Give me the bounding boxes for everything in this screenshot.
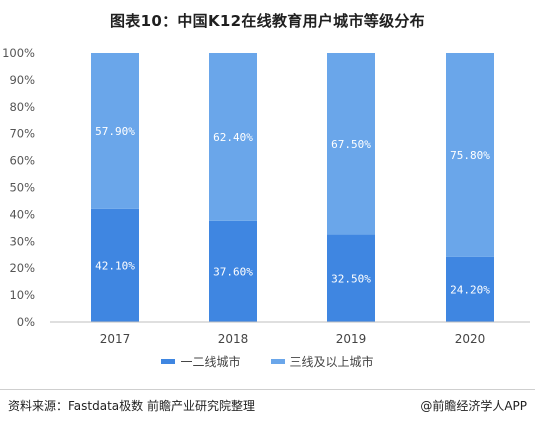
legend-label-series-2: 三线及以上城市 xyxy=(289,355,374,369)
x-axis: 2017 2018 2019 2020 xyxy=(100,332,486,346)
footer-divider xyxy=(0,389,535,390)
bar-2019-series-2 xyxy=(327,53,375,235)
data-labels-group: 42.10% 57.90% 37.60% 62.40% 32.50% 67.50% 24.2… xyxy=(95,125,490,297)
y-tick-label: 20% xyxy=(9,261,35,275)
y-tick-label: 90% xyxy=(9,73,35,87)
x-tick-label: 2020 xyxy=(455,332,486,346)
data-label: 75.80% xyxy=(450,149,490,162)
y-tick-label: 40% xyxy=(9,207,35,221)
x-tick-label: 2019 xyxy=(336,332,367,346)
source-note: 资料来源：Fastdata极数 前瞻产业研究院整理 xyxy=(8,399,255,413)
bar-2020-series-1 xyxy=(446,256,494,322)
y-tick-label: 30% xyxy=(9,234,35,248)
data-label: 32.50% xyxy=(331,272,371,285)
chart-title: 图表10：中国K12在线教育用户城市等级分布 xyxy=(110,12,425,30)
y-tick-label: 70% xyxy=(9,127,35,141)
legend-label-series-1: 一二线城市 xyxy=(180,355,241,369)
x-tick-label: 2017 xyxy=(100,332,131,346)
bars-group xyxy=(91,53,494,322)
y-axis: 0% 10% 20% 30% 40% 50% 60% 70% 80% 90% 100% xyxy=(2,46,35,329)
legend: 一二线城市 三线及以上城市 xyxy=(0,353,535,370)
legend-swatch-series-2 xyxy=(270,359,285,364)
legend-item-series-2: 三线及以上城市 xyxy=(270,353,374,370)
data-label: 67.50% xyxy=(331,138,371,151)
y-tick-label: 0% xyxy=(17,315,35,329)
bar-2020-series-2 xyxy=(446,53,494,257)
bar-2019-series-1 xyxy=(327,234,375,322)
data-label: 37.60% xyxy=(213,265,253,278)
data-label: 62.40% xyxy=(213,131,253,144)
data-label: 57.90% xyxy=(95,125,135,138)
data-label: 42.10% xyxy=(95,259,135,272)
data-label: 24.20% xyxy=(450,283,490,296)
legend-swatch-series-1 xyxy=(161,359,176,364)
bar-2018-series-2 xyxy=(209,53,257,221)
y-tick-label: 10% xyxy=(9,288,35,302)
credit-note: @前瞻经济学人APP xyxy=(420,399,527,413)
y-tick-label: 80% xyxy=(9,100,35,114)
bar-2018-series-1 xyxy=(209,220,257,322)
y-tick-label: 100% xyxy=(2,46,35,60)
y-tick-label: 60% xyxy=(9,154,35,168)
stacked-bar-chart: 0% 10% 20% 30% 40% 50% 60% 70% 80% 90% 100% 42.10%… xyxy=(2,46,530,346)
bar-2017-series-1 xyxy=(91,208,139,322)
y-tick-label: 50% xyxy=(9,181,35,195)
bar-2017-series-2 xyxy=(91,53,139,209)
x-tick-label: 2018 xyxy=(218,332,249,346)
legend-item-series-1: 一二线城市 xyxy=(161,353,241,370)
